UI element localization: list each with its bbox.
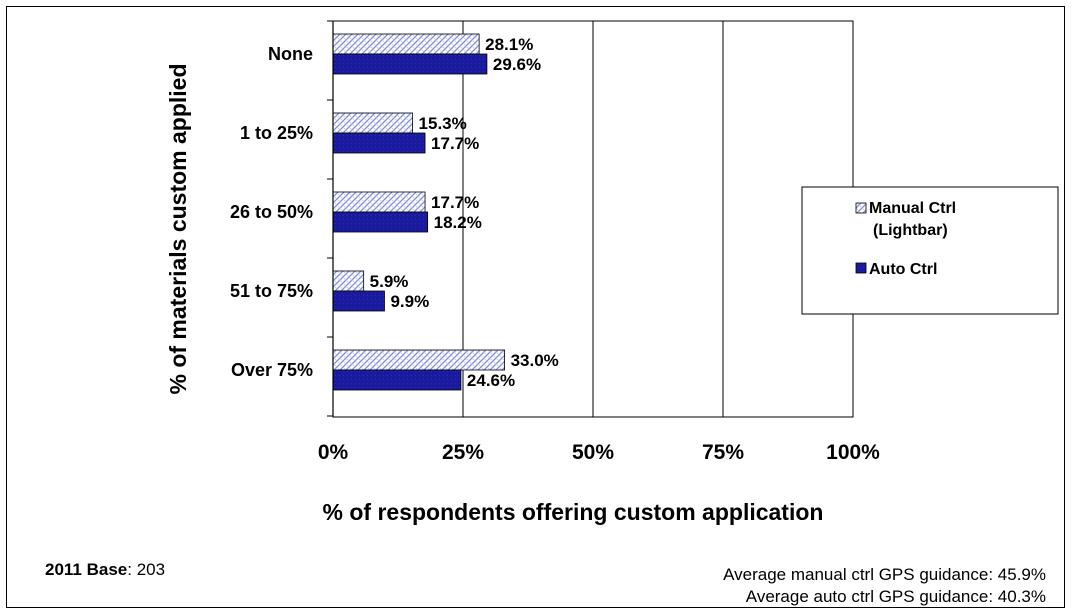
category-label: None (268, 44, 313, 64)
category-label: Over 75% (231, 360, 313, 380)
legend-swatch-manual (855, 202, 867, 214)
x-tick-label: 25% (442, 441, 484, 464)
x-tick-label: 100% (826, 441, 880, 464)
data-label: 15.3% (419, 114, 467, 133)
bar-auto (332, 290, 385, 312)
chart-frame: 0% 25% 50% 75% 100% None 28.1% 29.6% 1 to 25% 15.… (6, 6, 1065, 608)
bar-auto (332, 211, 429, 233)
data-label: 29.6% (493, 55, 541, 74)
bar-manual (332, 33, 480, 55)
legend-box (801, 186, 1059, 315)
bar-manual (332, 112, 413, 134)
axes (327, 20, 334, 417)
legend-label-manual-line2: (Lightbar) (873, 222, 948, 239)
bar-manual (332, 191, 426, 213)
x-axis-title: % of respondents offering custom applica… (323, 499, 824, 525)
legend-label-manual-line1: Manual Ctrl (869, 200, 956, 217)
bar-auto (332, 132, 426, 154)
category-label: 1 to 25% (240, 123, 313, 143)
data-label: 24.6% (467, 371, 515, 390)
bar-auto (332, 369, 462, 391)
y-axis-title: % of materials custom applied (165, 63, 191, 394)
data-label: 17.7% (431, 193, 479, 212)
bar-manual (332, 270, 365, 292)
x-tick-label: 50% (572, 441, 614, 464)
data-label: 33.0% (511, 351, 559, 370)
category-label: 51 to 75% (230, 281, 313, 301)
base-note: 2011 Base: 203 (45, 560, 165, 580)
x-tick-label: 75% (702, 441, 744, 464)
x-tick-label: 0% (318, 441, 349, 464)
bar-manual (332, 349, 506, 371)
base-label: 2011 Base (45, 560, 128, 579)
base-value: 203 (136, 560, 166, 579)
data-label: 9.9% (390, 292, 429, 311)
base-separator: : (127, 560, 132, 579)
bars (332, 33, 506, 391)
data-label: 28.1% (485, 35, 533, 54)
labels: 0% 25% 50% 75% 100% None 28.1%29.6% 1 to 25% 15.… (230, 35, 880, 464)
average-guidance-notes: Average manual ctrl GPS guidance: 45.9% … (723, 564, 1046, 608)
data-label: 17.7% (431, 134, 479, 153)
bar-chart: 0% 25% 50% 75% 100% None 28.1%29.6% 1 to 25% 15.… (165, 20, 1059, 525)
avg-manual-note: Average manual ctrl GPS guidance: 45.9% (723, 565, 1046, 584)
avg-auto-note: Average auto ctrl GPS guidance: 40.3% (745, 587, 1046, 606)
category-label: 26 to 50% (230, 202, 313, 222)
legend-label-auto: Auto Ctrl (869, 261, 937, 278)
bar-auto (332, 53, 488, 75)
data-label: 18.2% (434, 213, 482, 232)
legend-swatch-auto (855, 262, 867, 274)
legend: Manual Ctrl (Lightbar) Auto Ctrl (801, 186, 1059, 315)
data-label: 5.9% (370, 272, 409, 291)
